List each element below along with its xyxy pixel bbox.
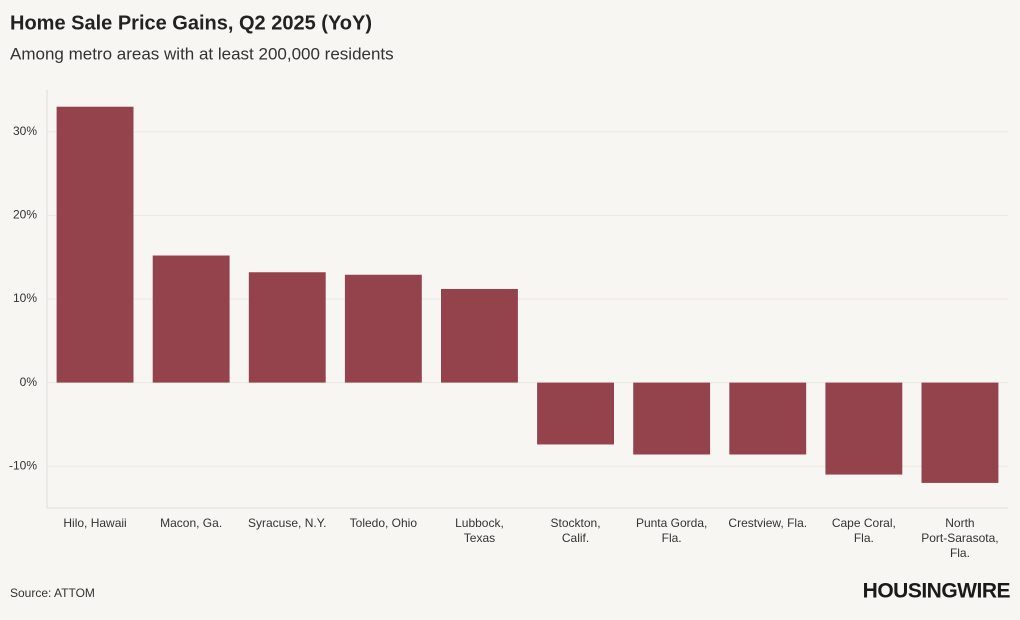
x-tick-label: Port-Sarasota,	[921, 531, 998, 545]
bar	[825, 382, 903, 475]
brand-logo: HOUSINGWIRE	[863, 580, 1011, 603]
x-tick-label: Hilo, Hawaii	[63, 516, 126, 530]
x-tick-label: Fla.	[854, 531, 874, 545]
x-tick-label: Texas	[464, 531, 495, 545]
y-tick-label: 30%	[13, 124, 37, 138]
x-tick-label: Lubbock,	[455, 516, 504, 530]
y-tick-label: 20%	[13, 208, 37, 222]
bar	[441, 288, 518, 383]
bar	[344, 274, 422, 383]
chart-title: Home Sale Price Gains, Q2 2025 (YoY)	[10, 12, 372, 34]
bar	[56, 106, 134, 383]
bar	[248, 272, 326, 383]
y-tick-label: -10%	[9, 458, 37, 472]
source-note: Source: ATTOM	[10, 586, 95, 600]
chart-subtitle: Among metro areas with at least 200,000 …	[10, 44, 394, 63]
x-tick-label: Stockton,	[551, 516, 601, 530]
x-tick-label: North	[945, 516, 974, 530]
bar	[633, 382, 711, 455]
bar	[152, 255, 230, 383]
x-tick-label: Macon, Ga.	[160, 516, 222, 530]
x-tick-label: Fla.	[950, 546, 970, 560]
x-tick-label: Toledo, Ohio	[350, 516, 418, 530]
x-tick-label: Fla.	[662, 531, 682, 545]
bar	[729, 382, 807, 455]
x-tick-label: Syracuse, N.Y.	[248, 516, 326, 530]
x-tick-label: Cape Coral,	[832, 516, 896, 530]
x-tick-label: Punta Gorda,	[636, 516, 707, 530]
y-tick-label: 0%	[20, 375, 38, 389]
bar	[537, 382, 614, 445]
bar	[921, 382, 999, 483]
x-tick-label: Crestview, Fla.	[728, 516, 807, 530]
y-tick-label: 10%	[13, 291, 37, 305]
x-tick-label: Calif.	[562, 531, 589, 545]
